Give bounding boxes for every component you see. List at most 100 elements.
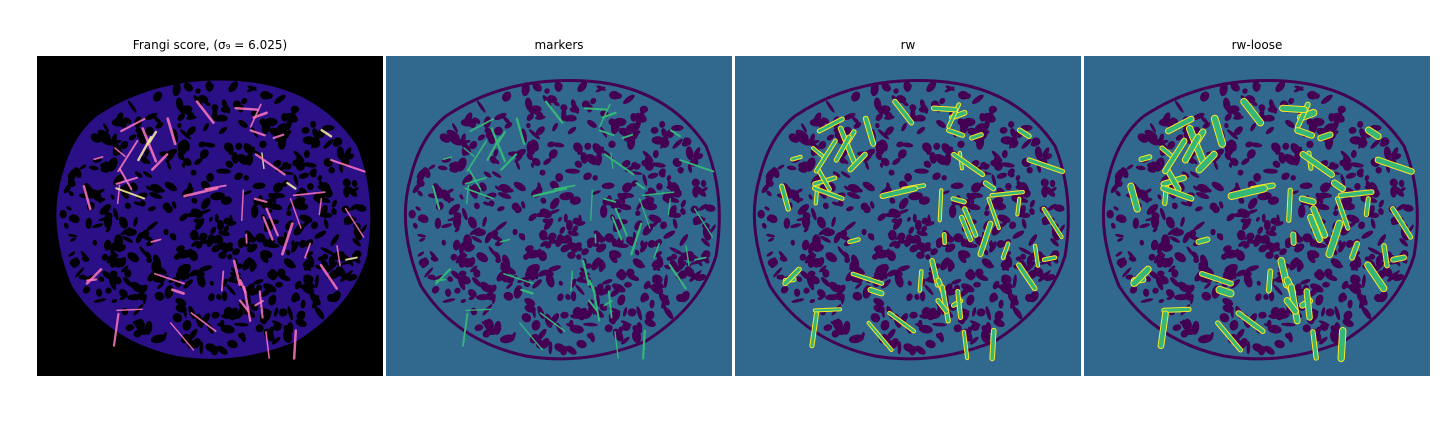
texture-spot	[1316, 192, 1324, 204]
texture-spot	[454, 227, 460, 233]
texture-spot	[672, 218, 678, 229]
texture-spot	[476, 252, 488, 263]
texture-spot	[1145, 276, 1152, 282]
texture-spot	[1170, 277, 1180, 287]
texture-spot	[578, 214, 582, 225]
texture-spot	[1171, 228, 1184, 237]
texture-spot	[679, 234, 689, 246]
texture-spot	[303, 149, 310, 159]
vessel-segment	[1299, 196, 1316, 205]
vessel-segment	[614, 207, 628, 237]
vessel-segment	[607, 290, 613, 319]
texture-spot	[958, 253, 967, 264]
texture-spot	[323, 218, 329, 229]
texture-spot	[654, 239, 663, 247]
texture-spot	[798, 162, 804, 169]
texture-spot	[268, 268, 277, 281]
texture-spot	[186, 126, 196, 136]
texture-spot	[856, 188, 863, 193]
texture-spot	[92, 223, 104, 229]
texture-spot	[1246, 232, 1255, 241]
texture-spot	[1245, 265, 1259, 272]
texture-spot	[531, 320, 541, 331]
texture-spot	[808, 141, 820, 150]
texture-spot	[277, 135, 287, 150]
texture-spot	[624, 281, 632, 288]
texture-spot	[1219, 313, 1230, 323]
texture-spot	[1012, 230, 1025, 239]
texture-spot	[681, 141, 689, 147]
texture-spot	[419, 237, 426, 242]
texture-spot	[233, 322, 249, 327]
texture-spot	[702, 225, 712, 241]
texture-spot	[1250, 122, 1256, 132]
texture-spot	[497, 206, 505, 212]
vessel-segment	[783, 267, 801, 286]
texture-spot	[525, 249, 541, 259]
texture-spot	[798, 136, 812, 146]
texture-spot	[1157, 242, 1163, 255]
texture-spot	[1257, 192, 1272, 201]
vessel-segment	[813, 308, 842, 312]
texture-spot	[118, 119, 127, 128]
texture-spot	[964, 93, 971, 99]
texture-spot	[677, 166, 684, 174]
texture-spot	[1212, 154, 1221, 163]
texture-spot	[622, 182, 633, 193]
texture-spot	[528, 129, 541, 140]
vessel-ridge	[114, 147, 126, 158]
texture-spot	[1340, 202, 1356, 211]
texture-spot	[219, 319, 225, 328]
texture-spot	[199, 239, 209, 244]
texture-spot	[268, 203, 283, 211]
rw-loose-image	[1084, 56, 1430, 376]
texture-spot	[642, 223, 654, 236]
texture-spot	[203, 142, 216, 148]
texture-spot	[217, 222, 222, 230]
texture-spot	[535, 126, 545, 136]
texture-spot	[875, 141, 885, 156]
texture-spot	[283, 325, 294, 334]
texture-spot	[1302, 324, 1311, 333]
texture-spot	[636, 200, 644, 211]
texture-spot	[1143, 288, 1150, 297]
texture-spot	[886, 269, 898, 277]
texture-spot	[1020, 253, 1027, 260]
texture-spot	[792, 196, 799, 201]
texture-spot	[1367, 247, 1382, 255]
texture-spot	[567, 126, 577, 135]
texture-spot	[100, 167, 110, 173]
texture-spot	[795, 188, 803, 194]
texture-spot	[119, 296, 126, 301]
texture-spot	[1186, 246, 1194, 256]
texture-spot	[218, 126, 228, 135]
texture-spot	[476, 294, 492, 301]
vessel-ridge	[82, 185, 92, 211]
vessel-segment	[486, 136, 502, 161]
texture-spot	[811, 258, 821, 268]
vessel-segment	[1382, 244, 1389, 268]
texture-spot	[422, 167, 431, 179]
texture-spot	[822, 202, 829, 210]
texture-spot	[172, 313, 183, 323]
texture-spot	[330, 234, 340, 246]
texture-spot	[1125, 274, 1134, 280]
texture-spot	[253, 262, 257, 269]
texture-spot	[526, 264, 540, 274]
texture-spot	[908, 192, 923, 201]
texture-spot	[182, 157, 192, 167]
texture-spot	[140, 234, 154, 242]
texture-spot	[437, 165, 448, 171]
texture-spot	[1377, 234, 1387, 246]
vessel-segment	[694, 256, 707, 261]
vessel-segment	[621, 133, 634, 139]
texture-spot	[238, 242, 244, 249]
texture-spot	[1029, 199, 1035, 208]
texture-spot	[534, 111, 544, 118]
texture-spot	[1400, 187, 1406, 192]
texture-spot	[331, 208, 337, 215]
texture-spot	[675, 261, 687, 273]
texture-spot	[568, 319, 574, 328]
texture-spot	[93, 298, 107, 303]
texture-spot	[886, 182, 891, 190]
